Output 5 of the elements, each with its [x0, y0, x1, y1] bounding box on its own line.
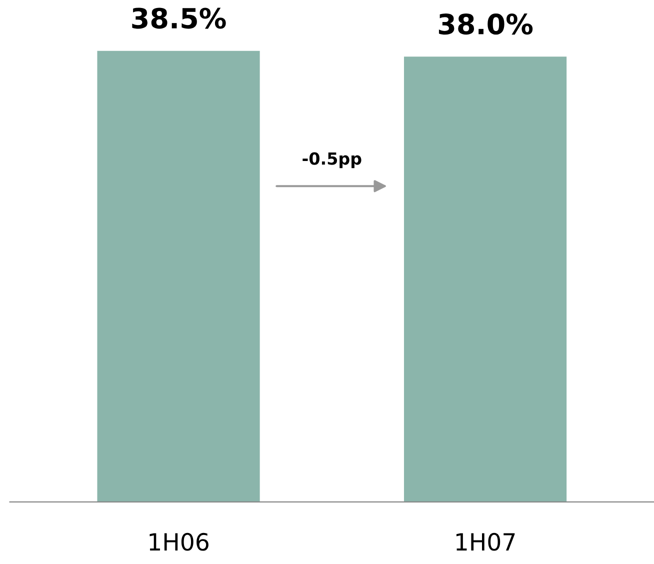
annotation: -0.5pp: [302, 152, 362, 168]
x-tick-label: 1H07: [456, 532, 515, 551]
x-tick-label: 1H06: [150, 532, 208, 551]
data-label: 38.5%: [132, 8, 226, 29]
data-label: 38.0%: [438, 14, 533, 35]
